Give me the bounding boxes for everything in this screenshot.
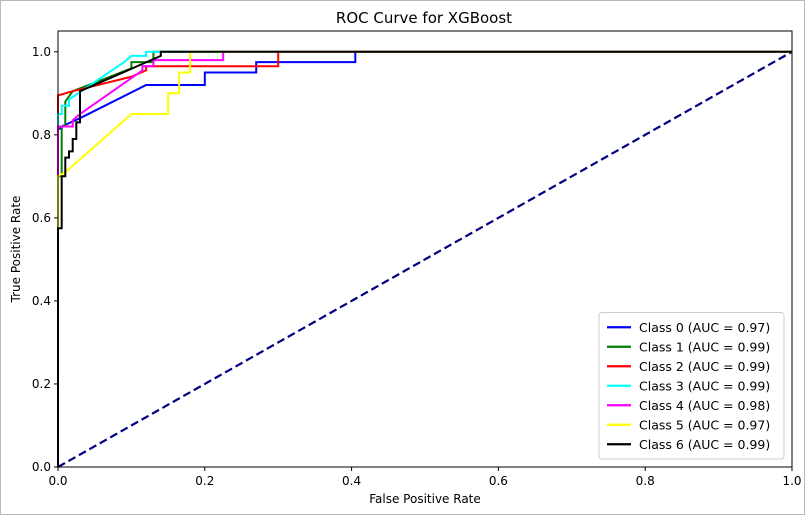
roc-line-class-4: [57, 50, 792, 467]
roc-line-class-6: [57, 50, 792, 467]
legend-label-class-5: Class 5 (AUC = 0.97): [639, 417, 770, 432]
legend-label-class-2: Class 2 (AUC = 0.99): [639, 359, 770, 374]
y-tick-label: 0.0: [32, 460, 51, 474]
x-tick-label: 1.0: [782, 474, 801, 488]
x-axis-ticks: 0.0 0.2 0.4 0.6 0.8 1.0: [48, 467, 802, 488]
y-tick-label: 0.4: [32, 294, 51, 308]
x-tick-label: 0.6: [489, 474, 508, 488]
y-tick-label: 0.8: [32, 128, 51, 142]
legend: Class 0 (AUC = 0.97) Class 1 (AUC = 0.99)…: [598, 312, 785, 460]
x-tick-label: 0.4: [342, 474, 361, 488]
y-axis-ticks: 0.0 0.2 0.4 0.6 0.8 1.0: [32, 45, 58, 474]
roc-line-class-5: [57, 50, 792, 467]
x-axis-label: False Positive Rate: [369, 492, 481, 506]
diagonal-reference-line: [57, 50, 793, 468]
y-tick-label: 0.2: [32, 377, 51, 391]
y-axis-label: True Positive Rate: [9, 196, 23, 304]
roc-line-class-2: [57, 50, 792, 467]
legend-label-class-6: Class 6 (AUC = 0.99): [639, 437, 770, 452]
x-tick-label: 0.0: [48, 474, 67, 488]
y-tick-label: 0.6: [32, 211, 51, 225]
plot-marks: [57, 50, 793, 468]
x-tick-label: 0.8: [636, 474, 655, 488]
x-tick-label: 0.2: [195, 474, 214, 488]
roc-line-class-3: [57, 50, 792, 467]
legend-label-class-1: Class 1 (AUC = 0.99): [639, 339, 770, 354]
y-tick-label: 1.0: [32, 45, 51, 59]
legend-label-class-4: Class 4 (AUC = 0.98): [639, 398, 770, 413]
plot-border: [57, 30, 793, 468]
legend-label-class-3: Class 3 (AUC = 0.99): [639, 378, 770, 393]
legend-box: [598, 312, 785, 460]
legend-label-class-0: Class 0 (AUC = 0.97): [639, 320, 770, 335]
chart-title: ROC Curve for XGBoost: [336, 9, 512, 27]
